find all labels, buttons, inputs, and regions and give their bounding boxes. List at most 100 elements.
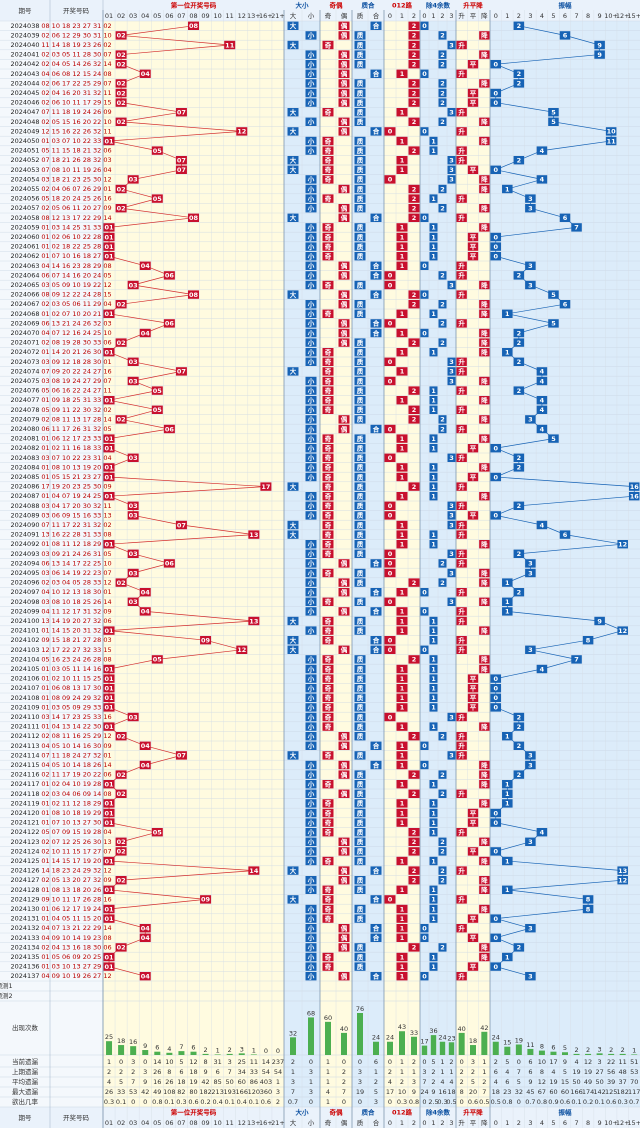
stat-value: 5 (471, 1078, 475, 1086)
cell-label: 1 (505, 857, 510, 865)
cell-label: 1 (400, 608, 405, 616)
cell-box (354, 357, 366, 366)
cell-box (322, 808, 334, 818)
cell-box (354, 655, 366, 664)
cell-label: 2 (412, 877, 417, 885)
cell-box (305, 376, 317, 386)
cell-label: 平 (470, 915, 477, 923)
cell-label: 2 (440, 425, 445, 433)
cell-box (396, 684, 408, 693)
cell-box (370, 424, 382, 434)
count-bar (470, 1045, 476, 1055)
stat-value: 0.1 (249, 1098, 259, 1106)
col-label: 奇 (325, 11, 332, 20)
draw-numbers: 01 08 10 18 19 29 15 (41, 809, 111, 817)
count-bar (118, 1045, 125, 1055)
cell-label: 偶 (341, 741, 348, 750)
cell-label: 2 (440, 99, 445, 107)
cell-label: 小 (307, 69, 315, 78)
cell-box (467, 914, 479, 923)
stat-value: 2 (291, 1058, 295, 1066)
cell-box (305, 655, 317, 664)
cell-box (548, 108, 559, 117)
cell-label: 奇 (325, 693, 332, 702)
cell-label: 质 (357, 597, 364, 606)
cell-box (467, 693, 479, 702)
period: 2024107 (11, 684, 40, 692)
cell-label: 05 (153, 829, 163, 837)
cell-label: 2 (440, 867, 445, 875)
cell-label: 1 (400, 694, 405, 702)
draw-numbers: 06 07 14 16 20 24 05 (41, 271, 111, 279)
cell-label: 1 (400, 368, 405, 376)
cell-box (384, 357, 396, 366)
cell-label: 2 (440, 205, 445, 213)
cell-label: 04 (141, 608, 151, 616)
group-title: 奇偶 (330, 1108, 344, 1117)
cell-label: 03 (129, 358, 138, 366)
cell-box (429, 693, 438, 702)
draw-numbers: 02 03 05 06 11 29 04 (41, 300, 111, 308)
cell-box (305, 50, 317, 59)
cell-label: 小 (307, 501, 315, 510)
col-label: 06 (165, 1119, 173, 1127)
cell-label: 1 (431, 665, 436, 673)
draw-numbers: 01 05 15 21 23 27 06 (41, 473, 111, 481)
cell-label: 09 (201, 896, 211, 904)
cell-box (420, 741, 429, 750)
period-header: 期号 (19, 1114, 33, 1122)
cell-label: 2 (440, 339, 445, 347)
period: 2024062 (11, 252, 40, 260)
cell-box (287, 482, 299, 491)
period: 2024073 (11, 358, 40, 366)
cell-box (408, 300, 420, 309)
cell-label: 1 (431, 781, 436, 789)
draw-numbers: 09 10 11 17 26 28 16 (41, 895, 111, 903)
cell-box (322, 376, 334, 386)
cell-label: 奇 (325, 175, 332, 184)
cell-box (305, 962, 317, 971)
cell-label: 2 (440, 61, 445, 69)
stat-value: 85 (213, 1078, 221, 1086)
cell-box (408, 415, 420, 424)
cell-box (370, 741, 382, 750)
cell-label: 13 (249, 531, 258, 539)
cell-box (467, 818, 479, 827)
cell-label: 偶 (341, 866, 348, 875)
cell-box (175, 367, 187, 376)
cell-label: 04 (141, 934, 151, 942)
cell-label: 5 (551, 320, 556, 328)
cell-box (420, 607, 429, 616)
cell-label: 2 (440, 320, 445, 328)
stat-value: 8 (167, 1068, 171, 1076)
cell-label: 质 (357, 703, 364, 712)
cell-box (103, 808, 115, 818)
cell-label: 03 (129, 598, 138, 606)
cell-label: 降 (481, 837, 488, 846)
col-label: 降 (481, 11, 488, 20)
cell-box (456, 607, 467, 616)
stat-value: 2 (342, 1078, 346, 1086)
stat-value: 0.1 (225, 1098, 235, 1106)
cell-label: 02 (117, 944, 126, 952)
draw-numbers: 07 08 10 11 19 26 04 (41, 166, 111, 174)
count-label: 40 (340, 1025, 348, 1033)
cell-box (429, 818, 438, 827)
cell-label: 1 (431, 694, 436, 702)
draw-numbers: 07 11 17 22 31 32 02 (41, 521, 111, 529)
cell-label: 02 (117, 733, 126, 741)
cell-box (322, 703, 334, 712)
cell-label: 合 (372, 607, 380, 616)
count-bar (154, 1051, 161, 1055)
cell-label: 8 (586, 637, 591, 645)
stat-value: 1 (326, 1058, 330, 1066)
cell-box (513, 463, 525, 472)
period: 2024058 (11, 214, 40, 222)
cell-box (370, 645, 382, 654)
cell-box (479, 204, 490, 213)
cell-label: 升 (458, 482, 465, 491)
stat-value: 0.3 (176, 1098, 186, 1106)
cell-label: 降 (481, 876, 488, 885)
cell-box (594, 616, 605, 626)
draw-numbers: 01 14 20 21 26 30 13 (41, 348, 111, 356)
